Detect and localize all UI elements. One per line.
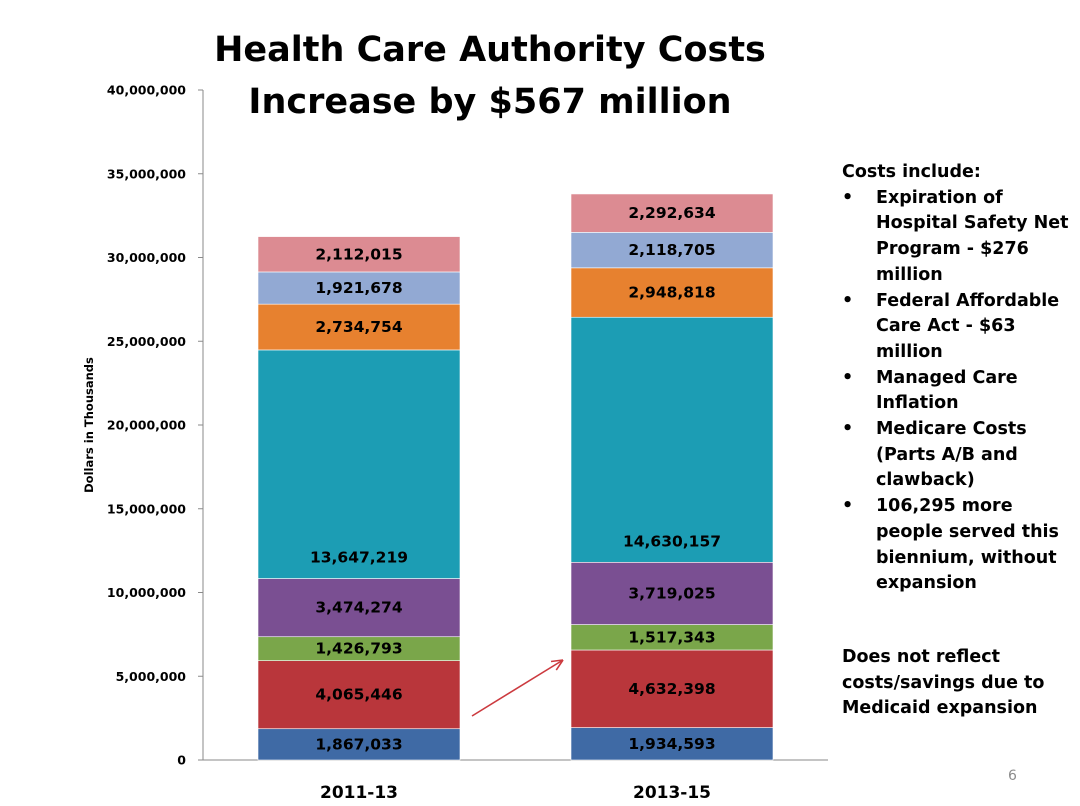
bar-data-label: 4,632,398 [628,680,715,698]
chart-title: Health Care Authority Costs Increase by … [170,24,810,128]
x-category-label: 2011-13 [320,783,398,803]
bar-segment [570,649,774,728]
bar-segment [257,728,461,761]
bar-segment [257,271,461,305]
increase-arrow-line [471,659,564,717]
y-tick-label: 30,000,000 [107,250,186,265]
bar-data-label: 4,065,446 [315,686,402,704]
bar-segment [570,232,774,269]
bar-segment [570,727,774,761]
bar-segment [570,561,774,625]
bar-segment [570,624,774,651]
y-tick-label: 0 [177,753,186,768]
y-tick-label: 35,000,000 [107,166,186,181]
bar-data-label: 1,517,343 [628,628,715,646]
bar-data-label: 14,630,157 [623,532,721,550]
bar-segment [570,267,774,318]
notes-heading: Costs include: [842,162,981,182]
notes-list: Expiration of Hospital Safety Net Progra… [842,186,1070,597]
bar-segment [257,303,461,351]
chart-title-line-2: Increase by $567 million [248,82,732,122]
notes-item: Federal Affordable Care Act - $63 millio… [842,289,1070,366]
bar-data-label: 2,112,015 [315,245,402,263]
bar-data-label: 3,474,274 [315,599,402,617]
bar-data-label: 2,734,754 [315,318,402,336]
x-category-label: 2013-15 [633,783,711,803]
y-axis-label: Dollars in Thousands [82,357,96,493]
expansion-footnote: Does not reflect costs/savings due to Me… [842,647,1045,719]
bar-segment [257,578,461,638]
bar-data-label: 1,867,033 [315,735,402,753]
chart-title-line-1: Health Care Authority Costs [214,30,766,70]
bar-data-label: 2,118,705 [628,241,715,259]
bar-data-label: 2,292,634 [628,204,715,222]
bar-data-label: 3,719,025 [628,584,715,602]
increase-arrow-head [550,659,564,671]
y-tick-label: 5,000,000 [116,669,187,684]
bar-data-label: 1,921,678 [315,279,402,297]
costs-notes: Costs include: Expiration of Hospital Sa… [842,160,1070,597]
stacked-bar-chart: 0 5,000,000 10,000,000 15,000,000 20,000,000… [82,83,828,803]
bar-segment [570,316,774,563]
y-tick-label: 40,000,000 [107,83,186,98]
notes-item: Expiration of Hospital Safety Net Progra… [842,186,1070,289]
bar-data-label: 2,948,818 [628,284,715,302]
y-tick-label: 25,000,000 [107,334,186,349]
bar-segment [570,193,774,233]
bar-segment [257,349,461,579]
notes-item: 106,295 more people served this biennium… [842,494,1070,597]
bar-data-label: 1,934,593 [628,735,715,753]
bar-data-label: 13,647,219 [310,549,408,567]
bar-data-label: 1,426,793 [315,640,402,658]
notes-item: Medicare Costs (Parts A/B and clawback) [842,417,1070,494]
bar-segment [257,660,461,730]
y-tick-label: 15,000,000 [107,501,186,516]
bar-segment [257,236,461,273]
notes-item: Managed Care Inflation [842,366,1070,417]
page-number: 6 [1008,768,1017,784]
y-tick-label: 10,000,000 [107,585,186,600]
y-tick-label: 20,000,000 [107,418,186,433]
